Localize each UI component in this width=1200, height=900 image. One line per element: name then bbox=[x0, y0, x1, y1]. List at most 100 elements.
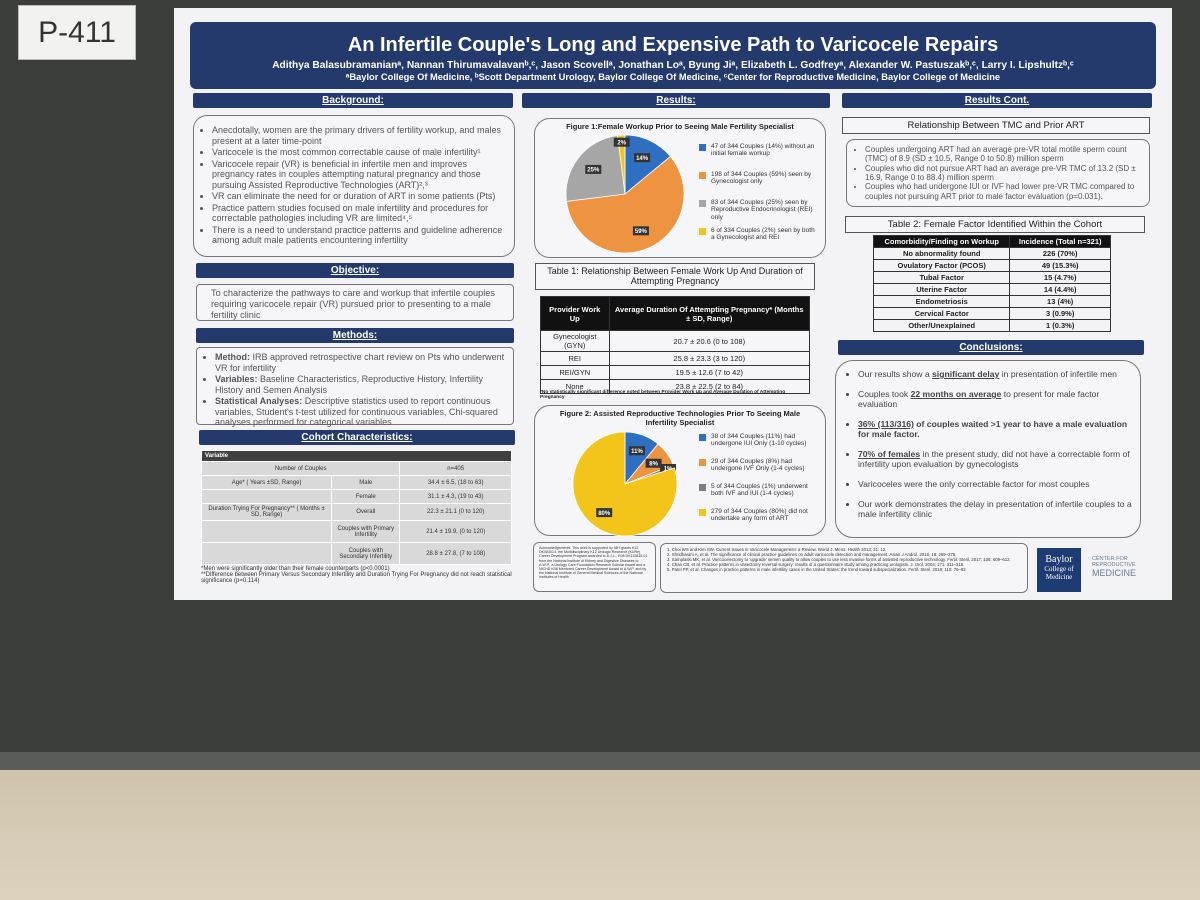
header-cell: Comorbidity/Finding on Workup bbox=[872, 235, 1011, 248]
header-row: Comorbidity/Finding on Workup Incidence (… bbox=[872, 235, 1111, 248]
cell bbox=[200, 542, 333, 565]
row: Duration Trying For Pregnancy** ( Months… bbox=[200, 503, 512, 521]
row: Gynecologist (GYN) 20.7 ± 20.6 (0 to 108) bbox=[540, 330, 810, 352]
row: Age* ( Years ±SD, Range) Male 34.4 ± 6.5, … bbox=[200, 475, 512, 490]
slice-label: 11% bbox=[631, 449, 643, 455]
logo-text: Medicine bbox=[1045, 573, 1073, 581]
table-1: Provider Work Up Average Duration Of Atte… bbox=[540, 296, 810, 394]
legend-swatch bbox=[699, 144, 706, 151]
table-1-title: Table 1: Relationship Between Female Wor… bbox=[535, 263, 815, 290]
cell: 14 (4.4%) bbox=[1009, 283, 1111, 296]
results-cont-panel: Couples undergoing ART had an average pr… bbox=[846, 139, 1150, 207]
label-box bbox=[613, 137, 630, 147]
cell: Cervical Factor bbox=[872, 307, 1011, 320]
row: Uterine Factor 14 (4.4%) bbox=[872, 283, 1111, 296]
reference: 5. Patel PP, et al. Changes in practice … bbox=[667, 567, 967, 573]
pie-slice bbox=[624, 134, 672, 195]
cell bbox=[200, 489, 333, 504]
header-cell: Average Duration Of Attempting Pregnancy… bbox=[608, 296, 810, 331]
legend-text: 279 of 344 Couples (80%) did not underta… bbox=[711, 508, 808, 523]
objective-panel: To characterize the pathways to care and… bbox=[196, 284, 514, 321]
legend-swatch bbox=[699, 172, 706, 179]
method-text: Baseline Characteristics, Reproductive H… bbox=[215, 374, 483, 395]
objective-text: To characterize the pathways to care and… bbox=[211, 288, 495, 320]
label-box bbox=[634, 153, 651, 163]
legend-swatch bbox=[699, 459, 706, 466]
note: **Difference between Primary Versus Seco… bbox=[201, 572, 512, 584]
baylor-logo: Baylor College of Medicine bbox=[1037, 548, 1081, 592]
references: 1. Choi WS and Kim SW. Current Issues in… bbox=[660, 543, 1028, 593]
conclusion-text: in presentation of infertile men bbox=[999, 369, 1117, 379]
cell: 15 (4.7%) bbox=[1009, 271, 1111, 284]
logo-text: REPRODUCTIVE bbox=[1092, 561, 1136, 568]
cell: 1 (0.3%) bbox=[1009, 319, 1111, 332]
conclusion: Our results show a significant delay in … bbox=[858, 369, 1134, 379]
conclusion: Couples took 22 months on average to pre… bbox=[858, 389, 1134, 409]
row: Other/Unexplained 1 (0.3%) bbox=[872, 319, 1111, 332]
conclusion-text: of couples waited >1 year to have a male… bbox=[858, 419, 1128, 440]
cell: Male bbox=[331, 475, 401, 490]
figure-title: Figure 2: Assisted Reproductive Technolo… bbox=[559, 409, 801, 427]
method-text: Descriptive statistics used to report co… bbox=[215, 396, 498, 428]
legend-swatch bbox=[699, 484, 706, 491]
legend-text: 38 of 344 Couples (11%) had undergone IU… bbox=[711, 433, 807, 448]
conclusion-text: to present for male factor evaluation bbox=[858, 389, 1100, 410]
section-heading: Results Cont. bbox=[842, 93, 1152, 108]
cell: Other/Unexplained bbox=[872, 319, 1011, 332]
cell: n=405 bbox=[399, 461, 512, 476]
cell: Duration Trying For Pregnancy** ( Months… bbox=[200, 503, 333, 521]
legend-text: 47 of 344 Couples (14%) without an initi… bbox=[711, 143, 815, 158]
bullet: There is a need to understand practice p… bbox=[212, 225, 508, 246]
conclusion: 70% of females in the present study, did… bbox=[858, 449, 1134, 469]
label-box bbox=[632, 226, 649, 236]
background-panel: Anecdotally, women are the primary drive… bbox=[193, 115, 515, 257]
header-cell: Variable bbox=[201, 450, 512, 462]
cell: Uterine Factor bbox=[872, 283, 1011, 296]
conclusion-text: Couples took bbox=[858, 389, 911, 400]
logo-text: Baylor bbox=[1045, 554, 1073, 565]
cell: 21.4 ± 19.9, (0 to 120) bbox=[399, 520, 512, 543]
conclusion: Our work demonstrates the delay in prese… bbox=[858, 499, 1134, 519]
section-heading: Objective: bbox=[196, 263, 514, 278]
reference: 2. Shridharani A, et al. The significanc… bbox=[667, 552, 957, 558]
cell: Age* ( Years ±SD, Range) bbox=[200, 475, 333, 490]
logo-text: CENTER FOR bbox=[1092, 556, 1128, 562]
cell: Female bbox=[331, 489, 401, 504]
cell: Couples with Secondary Infertility bbox=[331, 542, 401, 565]
method-term: Statistical Analyses: bbox=[215, 396, 303, 407]
label-box bbox=[628, 446, 645, 456]
table-2: Comorbidity/Finding on Workup Incidence (… bbox=[872, 235, 1111, 332]
cohort-table: Variable Number of Couples n=405 Age* ( Yea… bbox=[200, 450, 512, 565]
method-item: Method: IRB approved retrospective chart… bbox=[215, 352, 507, 373]
title-banner: An Infertile Couple's Long and Expensive… bbox=[190, 22, 1156, 89]
bullet: Couples who had undergone IUI or IVF had… bbox=[865, 182, 1143, 201]
legend-text: 83 of 344 Couples (25%) seen by Reproduc… bbox=[711, 199, 813, 221]
section-heading: Cohort Characteristics: bbox=[199, 430, 515, 445]
cell: Ovulatory Factor (PCOS) bbox=[872, 259, 1011, 272]
row: Number of Couples n=405 bbox=[200, 461, 512, 476]
section-heading: Background: bbox=[193, 93, 513, 108]
logo-text: MEDICINE bbox=[1092, 567, 1137, 578]
table-1-note: *No statistically significant difference… bbox=[540, 390, 786, 400]
cell: 28.8 ± 27.8, (7 to 108) bbox=[399, 542, 512, 565]
cell: Tubal Factor bbox=[872, 271, 1011, 284]
legend-text: 198 of 344 Couples (59%) seen by Gynecol… bbox=[711, 171, 812, 186]
cell: 3 (0.9%) bbox=[1009, 307, 1111, 320]
row: Female 31.1 ± 4.3, (19 to 43) bbox=[200, 489, 512, 504]
figure-title: Figure 1:Female Workup Prior to Seeing M… bbox=[566, 122, 794, 131]
legend-swatch bbox=[699, 228, 706, 235]
row: Couples with Primary Infertility 21.4 ± 1… bbox=[200, 520, 512, 543]
bullet: Couples who did not pursue ART had an av… bbox=[865, 164, 1143, 183]
bullet: Varicocele repair (VR) is beneficial in … bbox=[212, 159, 508, 191]
cell: 23.8 ± 22.5 (2 to 84) bbox=[608, 379, 810, 394]
cell: 25.8 ± 23.3 (3 to 120) bbox=[608, 351, 810, 366]
poster-number: P-411 bbox=[18, 5, 136, 60]
row: Tubal Factor 15 (4.7%) bbox=[872, 271, 1111, 284]
pie-chart: 14% 59% 25% 2% bbox=[565, 134, 685, 254]
cell: No abnormality found bbox=[872, 247, 1011, 260]
row: None 23.8 ± 22.5 (2 to 84) bbox=[540, 379, 810, 394]
board-ledge bbox=[0, 752, 1200, 772]
cell: REI bbox=[540, 351, 610, 366]
reference: 4. Chan CB, et al. Practice patterns in … bbox=[667, 562, 965, 568]
reference: 1. Choi WS and Kim SW. Current Issues in… bbox=[667, 547, 887, 552]
